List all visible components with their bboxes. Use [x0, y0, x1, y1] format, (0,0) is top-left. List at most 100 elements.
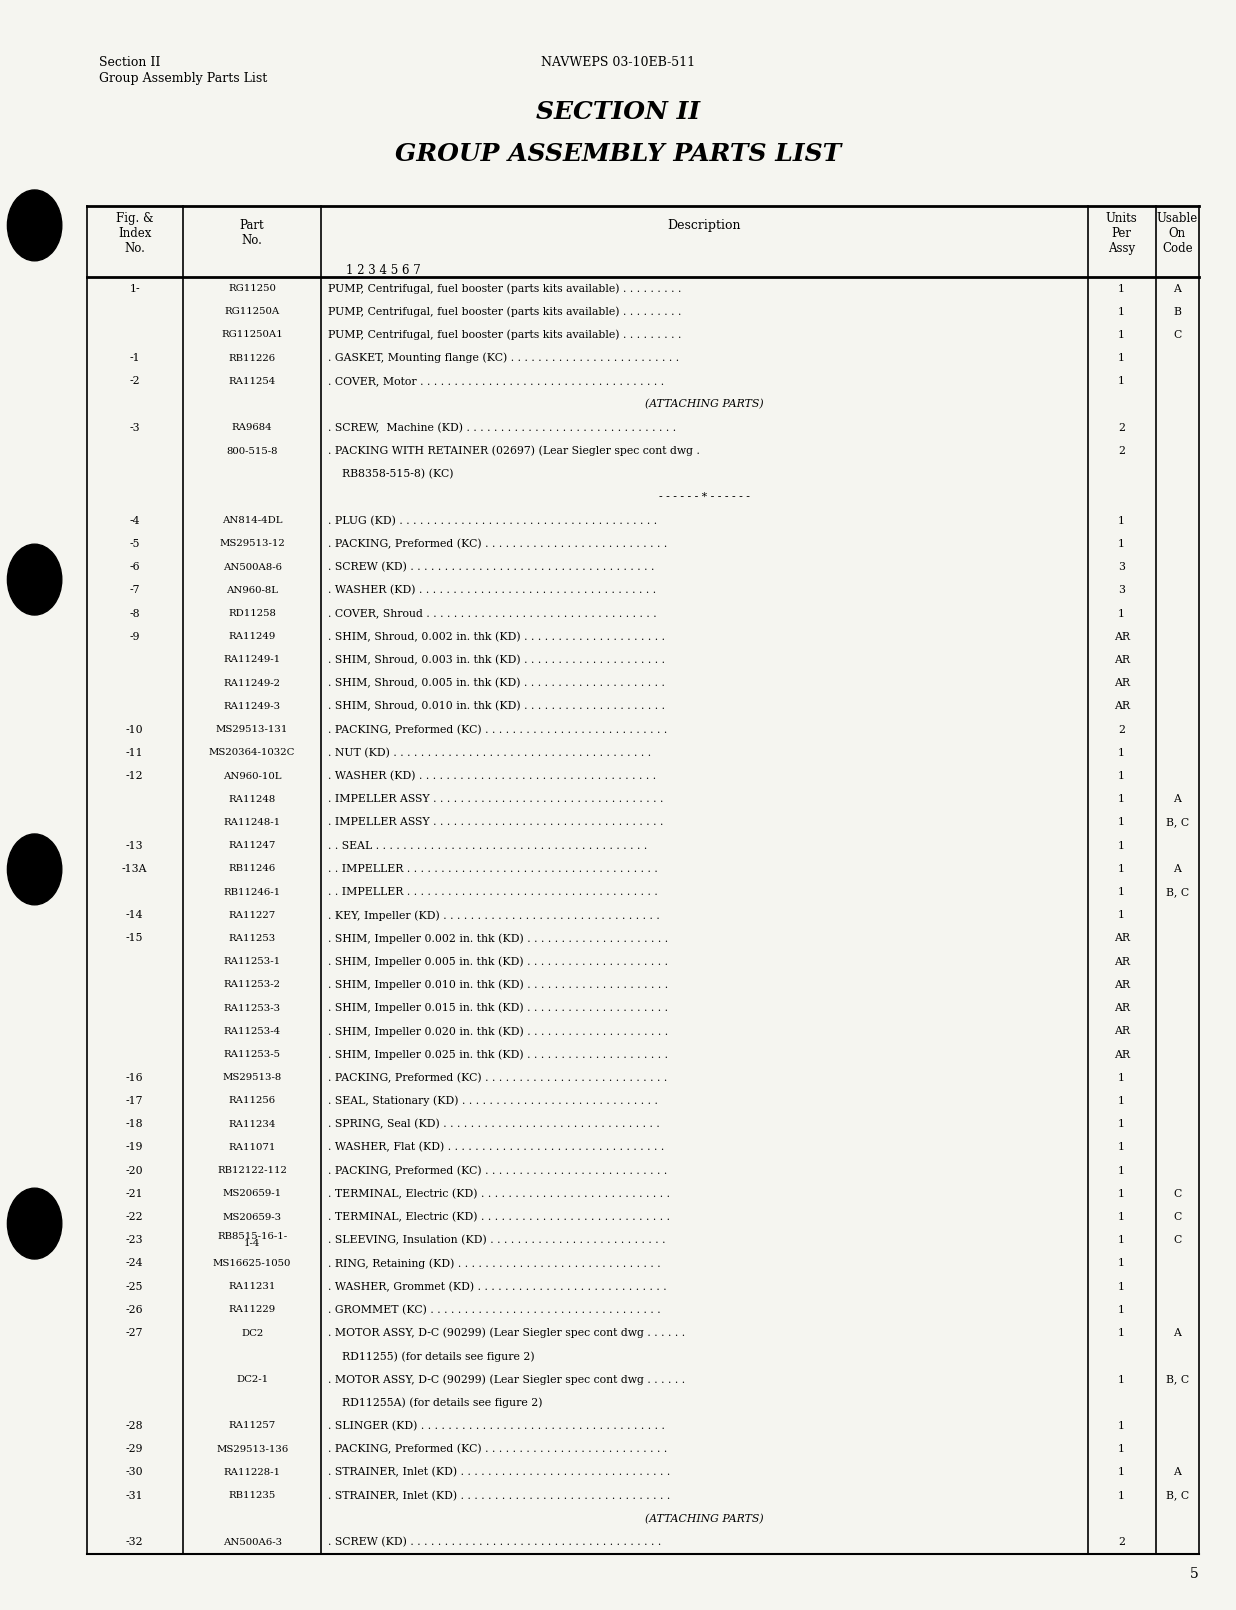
Text: . MOTOR ASSY, D-C (90299) (Lear Siegler spec cont dwg . . . . . .: . MOTOR ASSY, D-C (90299) (Lear Siegler …: [328, 1328, 685, 1338]
Text: . SLINGER (KD) . . . . . . . . . . . . . . . . . . . . . . . . . . . . . . . . .: . SLINGER (KD) . . . . . . . . . . . . .…: [328, 1420, 665, 1431]
Text: -21: -21: [126, 1188, 143, 1199]
Text: 1-: 1-: [130, 283, 140, 293]
Circle shape: [7, 1188, 62, 1259]
Text: RD11258: RD11258: [229, 609, 276, 618]
Text: 1: 1: [1119, 283, 1125, 293]
Text: -22: -22: [126, 1212, 143, 1222]
Text: -31: -31: [126, 1491, 143, 1501]
Text: RB11246: RB11246: [229, 865, 276, 873]
Text: MS29513-8: MS29513-8: [222, 1074, 282, 1082]
Text: 1: 1: [1119, 1259, 1125, 1269]
Text: RB12122-112: RB12122-112: [218, 1166, 287, 1175]
Text: GROUP ASSEMBLY PARTS LIST: GROUP ASSEMBLY PARTS LIST: [394, 142, 842, 166]
Text: 1: 1: [1119, 1467, 1125, 1478]
Text: -13: -13: [126, 840, 143, 850]
Text: 1: 1: [1119, 330, 1125, 340]
Text: -6: -6: [130, 562, 140, 572]
Text: A: A: [1173, 1328, 1182, 1338]
Text: . WASHER (KD) . . . . . . . . . . . . . . . . . . . . . . . . . . . . . . . . . : . WASHER (KD) . . . . . . . . . . . . . …: [328, 584, 655, 596]
Text: . TERMINAL, Electric (KD) . . . . . . . . . . . . . . . . . . . . . . . . . . . : . TERMINAL, Electric (KD) . . . . . . . …: [328, 1188, 670, 1199]
Text: AR: AR: [1114, 1026, 1130, 1037]
Text: (ATTACHING PARTS): (ATTACHING PARTS): [645, 1513, 764, 1525]
Text: -4: -4: [130, 515, 140, 525]
Text: 1: 1: [1119, 1328, 1125, 1338]
Text: -8: -8: [130, 609, 140, 618]
Text: -10: -10: [126, 724, 143, 734]
Text: PUMP, Centrifugal, fuel booster (parts kits available) . . . . . . . . .: PUMP, Centrifugal, fuel booster (parts k…: [328, 330, 681, 340]
Text: 1: 1: [1119, 609, 1125, 618]
Text: . SLEEVING, Insulation (KD) . . . . . . . . . . . . . . . . . . . . . . . . . .: . SLEEVING, Insulation (KD) . . . . . . …: [328, 1235, 665, 1246]
Circle shape: [7, 544, 62, 615]
Text: 1: 1: [1119, 1444, 1125, 1454]
Text: AR: AR: [1114, 631, 1130, 642]
Text: Part
No.: Part No.: [240, 219, 265, 248]
Text: RA11231: RA11231: [229, 1282, 276, 1291]
Text: 2: 2: [1119, 724, 1125, 734]
Text: 3: 3: [1119, 562, 1125, 572]
Text: C: C: [1173, 1212, 1182, 1222]
Text: . SHIM, Impeller 0.010 in. thk (KD) . . . . . . . . . . . . . . . . . . . . .: . SHIM, Impeller 0.010 in. thk (KD) . . …: [328, 979, 667, 990]
Text: -18: -18: [126, 1119, 143, 1129]
Text: RA11071: RA11071: [229, 1143, 276, 1151]
Text: -32: -32: [126, 1538, 143, 1547]
Text: DC2-1: DC2-1: [236, 1375, 268, 1385]
Text: RA11229: RA11229: [229, 1306, 276, 1314]
Text: 1-4: 1-4: [243, 1240, 261, 1248]
Text: . WASHER, Grommet (KD) . . . . . . . . . . . . . . . . . . . . . . . . . . . .: . WASHER, Grommet (KD) . . . . . . . . .…: [328, 1282, 666, 1291]
Text: . IMPELLER ASSY . . . . . . . . . . . . . . . . . . . . . . . . . . . . . . . . : . IMPELLER ASSY . . . . . . . . . . . . …: [328, 818, 662, 828]
Text: RA11256: RA11256: [229, 1096, 276, 1106]
Text: . KEY, Impeller (KD) . . . . . . . . . . . . . . . . . . . . . . . . . . . . . .: . KEY, Impeller (KD) . . . . . . . . . .…: [328, 910, 659, 921]
Text: 1: 1: [1119, 377, 1125, 386]
Text: AR: AR: [1114, 980, 1130, 990]
Text: AN814-4DL: AN814-4DL: [222, 517, 282, 525]
Text: RA11248: RA11248: [229, 795, 276, 803]
Text: -24: -24: [126, 1259, 143, 1269]
Text: Group Assembly Parts List: Group Assembly Parts List: [99, 72, 267, 85]
Text: A: A: [1173, 283, 1182, 293]
Text: MS29513-136: MS29513-136: [216, 1444, 288, 1454]
Text: . . IMPELLER . . . . . . . . . . . . . . . . . . . . . . . . . . . . . . . . . .: . . IMPELLER . . . . . . . . . . . . . .…: [328, 865, 658, 874]
Text: RA11249-2: RA11249-2: [224, 679, 281, 687]
Text: . SEAL, Stationary (KD) . . . . . . . . . . . . . . . . . . . . . . . . . . . . : . SEAL, Stationary (KD) . . . . . . . . …: [328, 1096, 658, 1106]
Text: RA11257: RA11257: [229, 1422, 276, 1430]
Text: . SHIM, Shroud, 0.005 in. thk (KD) . . . . . . . . . . . . . . . . . . . . .: . SHIM, Shroud, 0.005 in. thk (KD) . . .…: [328, 678, 665, 689]
Text: RB11226: RB11226: [229, 354, 276, 362]
Text: . IMPELLER ASSY . . . . . . . . . . . . . . . . . . . . . . . . . . . . . . . . : . IMPELLER ASSY . . . . . . . . . . . . …: [328, 794, 662, 805]
Text: AR: AR: [1114, 678, 1130, 687]
Text: . SHIM, Impeller 0.015 in. thk (KD) . . . . . . . . . . . . . . . . . . . . .: . SHIM, Impeller 0.015 in. thk (KD) . . …: [328, 1003, 667, 1013]
Text: . PLUG (KD) . . . . . . . . . . . . . . . . . . . . . . . . . . . . . . . . . . : . PLUG (KD) . . . . . . . . . . . . . . …: [328, 515, 656, 526]
Text: -13A: -13A: [122, 865, 147, 874]
Text: 1: 1: [1119, 1282, 1125, 1291]
Text: . PACKING WITH RETAINER (02697) (Lear Siegler spec cont dwg .: . PACKING WITH RETAINER (02697) (Lear Si…: [328, 446, 700, 456]
Text: . MOTOR ASSY, D-C (90299) (Lear Siegler spec cont dwg . . . . . .: . MOTOR ASSY, D-C (90299) (Lear Siegler …: [328, 1375, 685, 1385]
Text: . GROMMET (KC) . . . . . . . . . . . . . . . . . . . . . . . . . . . . . . . . .: . GROMMET (KC) . . . . . . . . . . . . .…: [328, 1304, 660, 1315]
Text: . TERMINAL, Electric (KD) . . . . . . . . . . . . . . . . . . . . . . . . . . . : . TERMINAL, Electric (KD) . . . . . . . …: [328, 1212, 670, 1222]
Text: . GASKET, Mounting flange (KC) . . . . . . . . . . . . . . . . . . . . . . . . .: . GASKET, Mounting flange (KC) . . . . .…: [328, 353, 679, 364]
Text: 1: 1: [1119, 1235, 1125, 1245]
Text: 1: 1: [1119, 887, 1125, 897]
Text: AR: AR: [1114, 1003, 1130, 1013]
Text: Fig. &
Index
No.: Fig. & Index No.: [116, 213, 153, 254]
Text: . STRAINER, Inlet (KD) . . . . . . . . . . . . . . . . . . . . . . . . . . . . .: . STRAINER, Inlet (KD) . . . . . . . . .…: [328, 1467, 670, 1478]
Text: RB8358-515-8) (KC): RB8358-515-8) (KC): [328, 469, 454, 480]
Text: B, C: B, C: [1166, 887, 1189, 897]
Text: 2: 2: [1119, 446, 1125, 456]
Text: . SHIM, Impeller 0.005 in. thk (KD) . . . . . . . . . . . . . . . . . . . . .: . SHIM, Impeller 0.005 in. thk (KD) . . …: [328, 956, 667, 968]
Text: AR: AR: [1114, 1050, 1130, 1059]
Text: MS20364-1032C: MS20364-1032C: [209, 749, 295, 757]
Text: 1: 1: [1119, 1306, 1125, 1315]
Text: DC2: DC2: [241, 1328, 263, 1338]
Text: RA11253: RA11253: [229, 934, 276, 943]
Text: RB11246-1: RB11246-1: [224, 887, 281, 897]
Text: . SCREW (KD) . . . . . . . . . . . . . . . . . . . . . . . . . . . . . . . . . .: . SCREW (KD) . . . . . . . . . . . . . .…: [328, 562, 654, 572]
Text: A: A: [1173, 865, 1182, 874]
Text: -27: -27: [126, 1328, 143, 1338]
Text: . . IMPELLER . . . . . . . . . . . . . . . . . . . . . . . . . . . . . . . . . .: . . IMPELLER . . . . . . . . . . . . . .…: [328, 887, 658, 897]
Text: MS20659-1: MS20659-1: [222, 1190, 282, 1198]
Text: Units
Per
Assy: Units Per Assy: [1106, 213, 1137, 254]
Text: Description: Description: [667, 219, 742, 232]
Text: -26: -26: [126, 1306, 143, 1315]
Text: RB11235: RB11235: [229, 1491, 276, 1501]
Text: -3: -3: [130, 423, 140, 433]
Text: 1: 1: [1119, 1422, 1125, 1431]
